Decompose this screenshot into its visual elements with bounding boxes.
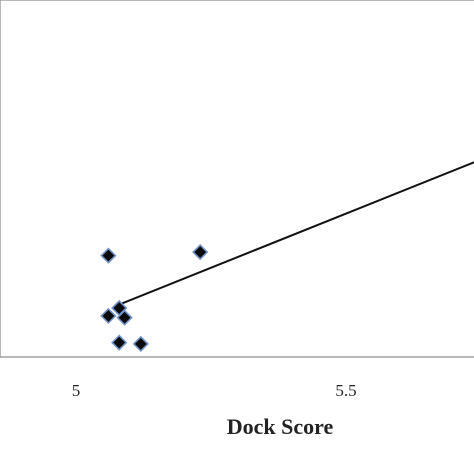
data-point	[116, 309, 133, 326]
x-tick-label: 5	[72, 381, 81, 400]
data-point	[132, 335, 149, 353]
data-point	[100, 307, 117, 325]
data-point	[100, 247, 117, 264]
trendline	[118, 161, 474, 306]
data-point	[192, 243, 209, 261]
data-layer	[100, 161, 474, 353]
x-tick-label: 5.5	[335, 381, 356, 400]
plot-frame	[0, 0, 474, 358]
data-point	[111, 334, 128, 351]
x-axis-title: Dock Score	[227, 414, 334, 439]
x-tick-labels: 55.566.	[72, 381, 357, 400]
